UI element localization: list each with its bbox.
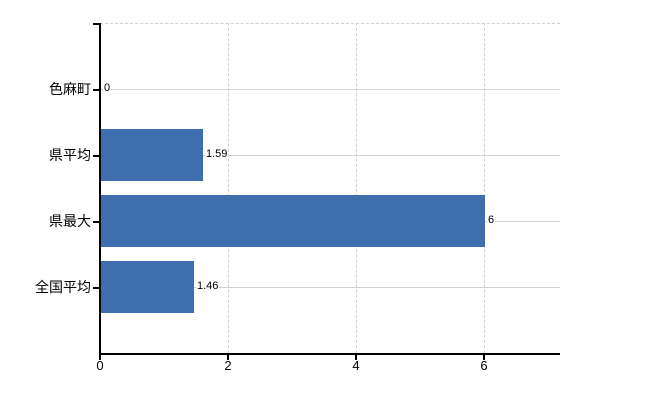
y-axis-tick [93,89,99,91]
gridline-horizontal [100,287,560,288]
x-axis-tick [227,353,229,360]
gridline-horizontal [100,155,560,156]
category-label-県平均: 県平均 [49,147,91,163]
bar-value-label: 1.46 [196,280,220,293]
y-axis-line [99,23,101,353]
y-axis-tick [93,221,99,223]
category-label-色麻町: 色麻町 [49,81,91,97]
y-axis-tick [93,287,99,289]
x-axis-line [99,353,560,355]
x-axis-tick-label: 6 [480,358,488,373]
bar-value-label: 1.59 [205,148,229,161]
gridline-horizontal [100,89,560,90]
bar-全国平均[interactable] [101,261,194,313]
bar-value-label: 6 [487,214,496,227]
bar-県平均[interactable] [101,129,203,181]
category-label-全国平均: 全国平均 [35,279,91,295]
bar-県最大[interactable] [101,195,485,247]
x-axis-tick [483,353,485,360]
y-axis-tick [93,23,99,25]
category-label-県最大: 県最大 [49,213,91,229]
x-axis-tick [99,353,101,360]
bar-value-label: 0 [103,82,112,95]
plot-top-border [100,23,560,24]
x-axis-tick [355,353,357,360]
gridline-vertical [228,23,229,353]
y-axis-tick [93,155,99,157]
x-axis-tick-label: 4 [352,358,360,373]
gridline-vertical [356,23,357,353]
gridline-vertical [484,23,485,353]
x-axis-tick-label: 0 [96,358,104,373]
x-axis-tick-label: 2 [224,358,232,373]
